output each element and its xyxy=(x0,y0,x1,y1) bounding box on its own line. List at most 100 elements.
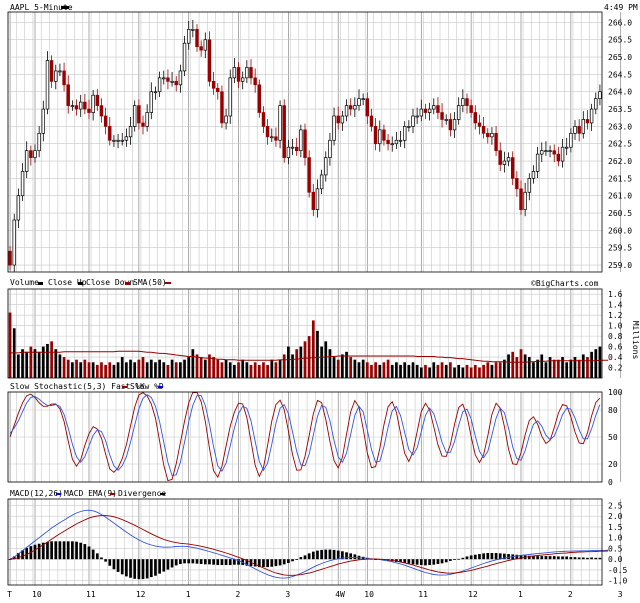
macd-divergence-bar xyxy=(482,553,485,560)
macd-ema-line xyxy=(10,515,609,576)
macd-divergence-bar xyxy=(95,553,99,560)
volume-y-tick: 1.4 xyxy=(608,301,623,310)
volume-bar xyxy=(577,359,581,378)
macd-divergence-bar xyxy=(536,556,539,560)
macd-divergence-bar xyxy=(208,559,211,565)
x-axis-label: 10 xyxy=(32,590,42,599)
price-candle xyxy=(95,94,100,106)
macd-divergence-bar xyxy=(203,559,207,565)
price-candle xyxy=(581,119,586,134)
volume-bar xyxy=(54,349,58,378)
volume-y-tick: 0.4 xyxy=(608,353,623,362)
macd-divergence-bar xyxy=(565,556,569,560)
macd-divergence-bar xyxy=(62,541,66,560)
volume-bar xyxy=(62,357,66,378)
macd-divergence-bar xyxy=(540,556,544,560)
price-candle xyxy=(394,139,399,145)
macd-divergence-bar xyxy=(332,549,336,560)
price-candle xyxy=(145,112,149,127)
price-candle xyxy=(245,67,249,79)
volume-bar xyxy=(561,357,564,378)
macd-divergence-bar xyxy=(145,559,149,579)
macd-divergence-bar xyxy=(573,557,577,560)
macd-divergence-bar xyxy=(166,559,170,570)
price-y-tick: 260.5 xyxy=(608,209,632,218)
price-candle xyxy=(8,250,12,266)
volume-bar xyxy=(25,351,29,378)
volume-bar xyxy=(594,349,598,378)
volume-bar xyxy=(241,359,245,378)
price-candle xyxy=(419,108,424,117)
macd-divergence-bar xyxy=(162,559,166,572)
price-candle xyxy=(444,119,448,121)
macd-legend-divergence-swatch xyxy=(160,493,165,495)
volume-y-tick: 0.6 xyxy=(608,343,623,352)
macd-divergence-bar xyxy=(486,553,490,560)
volume-bar xyxy=(262,362,265,378)
price-y-tick: 259.0 xyxy=(608,261,632,270)
price-candle xyxy=(236,67,241,82)
macd-divergence-bar xyxy=(87,546,91,560)
price-y-tick: 264.5 xyxy=(608,70,632,79)
volume-bar xyxy=(291,354,294,378)
price-candle xyxy=(344,105,349,117)
macd-divergence-bar xyxy=(274,559,278,567)
price-y-tick: 261.5 xyxy=(608,174,632,183)
price-candle xyxy=(378,129,382,145)
macd-divergence-bar xyxy=(527,555,531,560)
macd-divergence-bar xyxy=(415,559,419,565)
price-candle xyxy=(294,146,299,152)
volume-sma-line xyxy=(10,350,609,363)
volume-bar xyxy=(125,362,128,378)
price-candle xyxy=(58,70,62,73)
x-axis-label: 4W xyxy=(335,590,345,599)
macd-divergence-bar xyxy=(532,556,535,560)
macd-divergence-bar xyxy=(66,541,70,560)
price-candle xyxy=(216,87,220,93)
x-axis-label: 2 xyxy=(236,590,241,599)
volume-bar xyxy=(21,349,24,378)
header-time: 4:49 PM xyxy=(604,3,638,12)
price-candle xyxy=(112,139,116,142)
macd-divergence-bar xyxy=(307,553,311,560)
price-candle xyxy=(91,94,95,113)
volume-bar xyxy=(399,364,402,378)
price-candle xyxy=(448,119,453,131)
price-candle xyxy=(299,129,303,152)
macd-divergence-bar xyxy=(266,559,269,568)
volume-bar xyxy=(120,357,124,378)
macd-divergence-bar xyxy=(432,559,436,565)
macd-divergence-bar xyxy=(129,559,132,578)
macd-divergence-bar xyxy=(58,541,62,560)
volume-bar xyxy=(187,357,191,378)
volume-bar xyxy=(183,359,186,378)
price-candle xyxy=(585,119,590,124)
price-candle xyxy=(157,77,162,93)
volume-bar xyxy=(108,362,112,378)
volume-bar xyxy=(253,362,257,378)
macd-divergence-bar xyxy=(83,544,87,560)
price-candle xyxy=(182,42,187,72)
volume-bar xyxy=(41,346,45,378)
macd-divergence-bar xyxy=(349,553,353,560)
stoch-legend-fast-k-swatch xyxy=(122,386,127,388)
macd-divergence-bar xyxy=(449,559,452,561)
price-candle xyxy=(170,80,174,83)
volume-bar xyxy=(415,364,419,378)
volume-bar xyxy=(523,354,527,378)
volume-bar xyxy=(29,346,33,378)
volume-bar xyxy=(208,354,211,378)
price-candle xyxy=(132,105,137,127)
price-candle xyxy=(502,160,507,165)
price-candle xyxy=(162,77,166,80)
price-candle xyxy=(286,146,291,158)
price-candle xyxy=(598,91,602,100)
price-candle xyxy=(274,136,278,141)
price-candle xyxy=(37,132,41,152)
macd-divergence-bar xyxy=(428,559,431,566)
macd-divergence-bar xyxy=(345,552,348,560)
volume-bar xyxy=(378,364,382,378)
stoch-y-tick: 20 xyxy=(608,460,618,469)
x-axis-label: 3 xyxy=(285,590,290,599)
